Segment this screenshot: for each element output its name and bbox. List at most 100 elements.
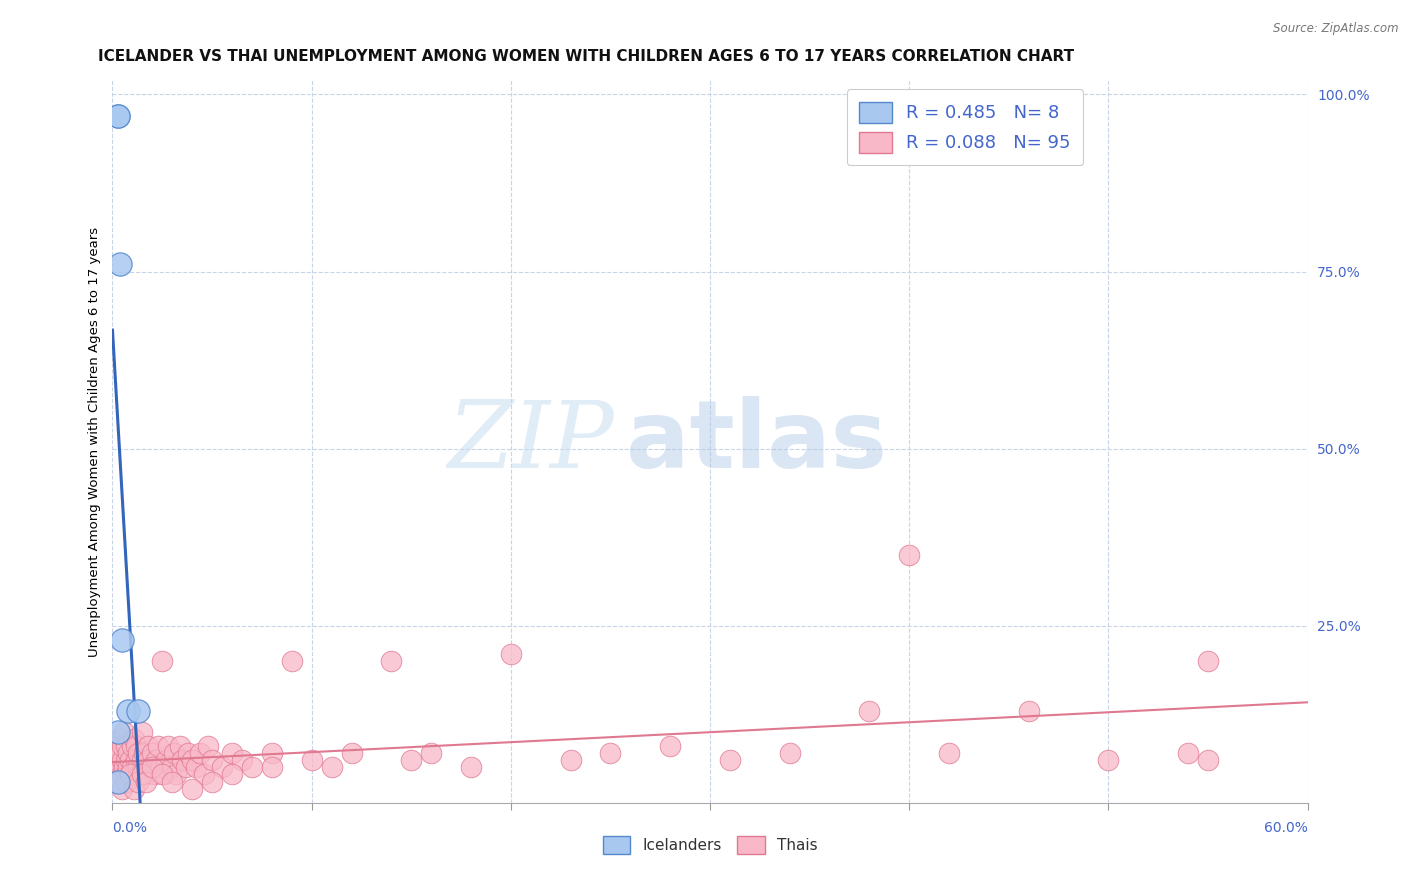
Point [188,746,211,760]
Point [153,767,176,781]
Point [174,760,197,774]
Point [898,548,921,562]
Point [114,725,135,739]
Point [1097,753,1119,767]
Point [143,767,166,781]
Point [460,760,482,774]
Point [124,767,146,781]
Point [107,774,129,789]
Point [211,760,233,774]
Point [181,753,204,767]
Point [779,746,801,760]
Point [115,774,138,789]
Point [111,739,134,753]
Point [135,767,157,781]
Point [110,746,132,760]
Point [221,767,243,781]
Point [162,774,183,789]
Text: ICELANDER VS THAI UNEMPLOYMENT AMONG WOMEN WITH CHILDREN AGES 6 TO 17 YEARS CORR: ICELANDER VS THAI UNEMPLOYMENT AMONG WOM… [98,49,1074,64]
Point [115,767,138,781]
Point [138,753,160,767]
Point [127,774,149,789]
Point [135,774,157,789]
Point [150,767,173,781]
Point [125,753,148,767]
Point [105,753,128,767]
Point [260,760,283,774]
Point [149,760,172,774]
Point [111,753,134,767]
Point [938,746,960,760]
Point [124,781,146,796]
Point [380,654,402,668]
Point [141,760,163,774]
Point [1197,753,1219,767]
Point [134,746,156,760]
Point [169,739,191,753]
Point [260,746,283,760]
Point [155,753,177,767]
Point [177,746,200,760]
Point [117,746,139,760]
Point [127,760,149,774]
Point [107,739,129,753]
Point [240,760,263,774]
Point [1177,746,1199,760]
Point [110,257,132,271]
Point [125,739,148,753]
Point [134,760,156,774]
Point [718,753,741,767]
Point [420,746,443,760]
Point [121,739,143,753]
Point [120,767,142,781]
Point [141,746,163,760]
Point [111,632,134,647]
Text: 60.0%: 60.0% [1264,821,1308,835]
Point [599,746,621,760]
Point [117,704,139,718]
Point [115,753,138,767]
Point [124,732,146,747]
Point [858,704,880,718]
Point [172,753,194,767]
Point [138,739,160,753]
Point [139,760,162,774]
Point [110,732,132,747]
Point [301,753,323,767]
Point [121,760,143,774]
Text: 0.0%: 0.0% [112,821,148,835]
Text: Source: ZipAtlas.com: Source: ZipAtlas.com [1274,22,1399,36]
Point [201,753,224,767]
Point [111,781,134,796]
Point [221,746,243,760]
Point [131,753,153,767]
Point [148,739,170,753]
Point [181,781,204,796]
Point [107,725,129,739]
Point [131,767,153,781]
Point [197,739,219,753]
Point [1197,654,1219,668]
Point [115,739,138,753]
Point [231,753,253,767]
Point [127,704,149,718]
Point [201,774,224,789]
Point [163,746,186,760]
Point [401,753,423,767]
Point [321,760,343,774]
Text: ZIP: ZIP [447,397,614,486]
Point [107,760,129,774]
Point [560,753,582,767]
Point [157,739,180,753]
Point [145,753,167,767]
Legend: Icelanders, Thais: Icelanders, Thais [596,830,824,860]
Point [1018,704,1040,718]
Point [107,109,129,123]
Point [162,760,183,774]
Point [120,767,142,781]
Point [131,725,153,739]
Point [340,746,363,760]
Point [117,760,139,774]
Point [111,767,134,781]
Point [150,654,173,668]
